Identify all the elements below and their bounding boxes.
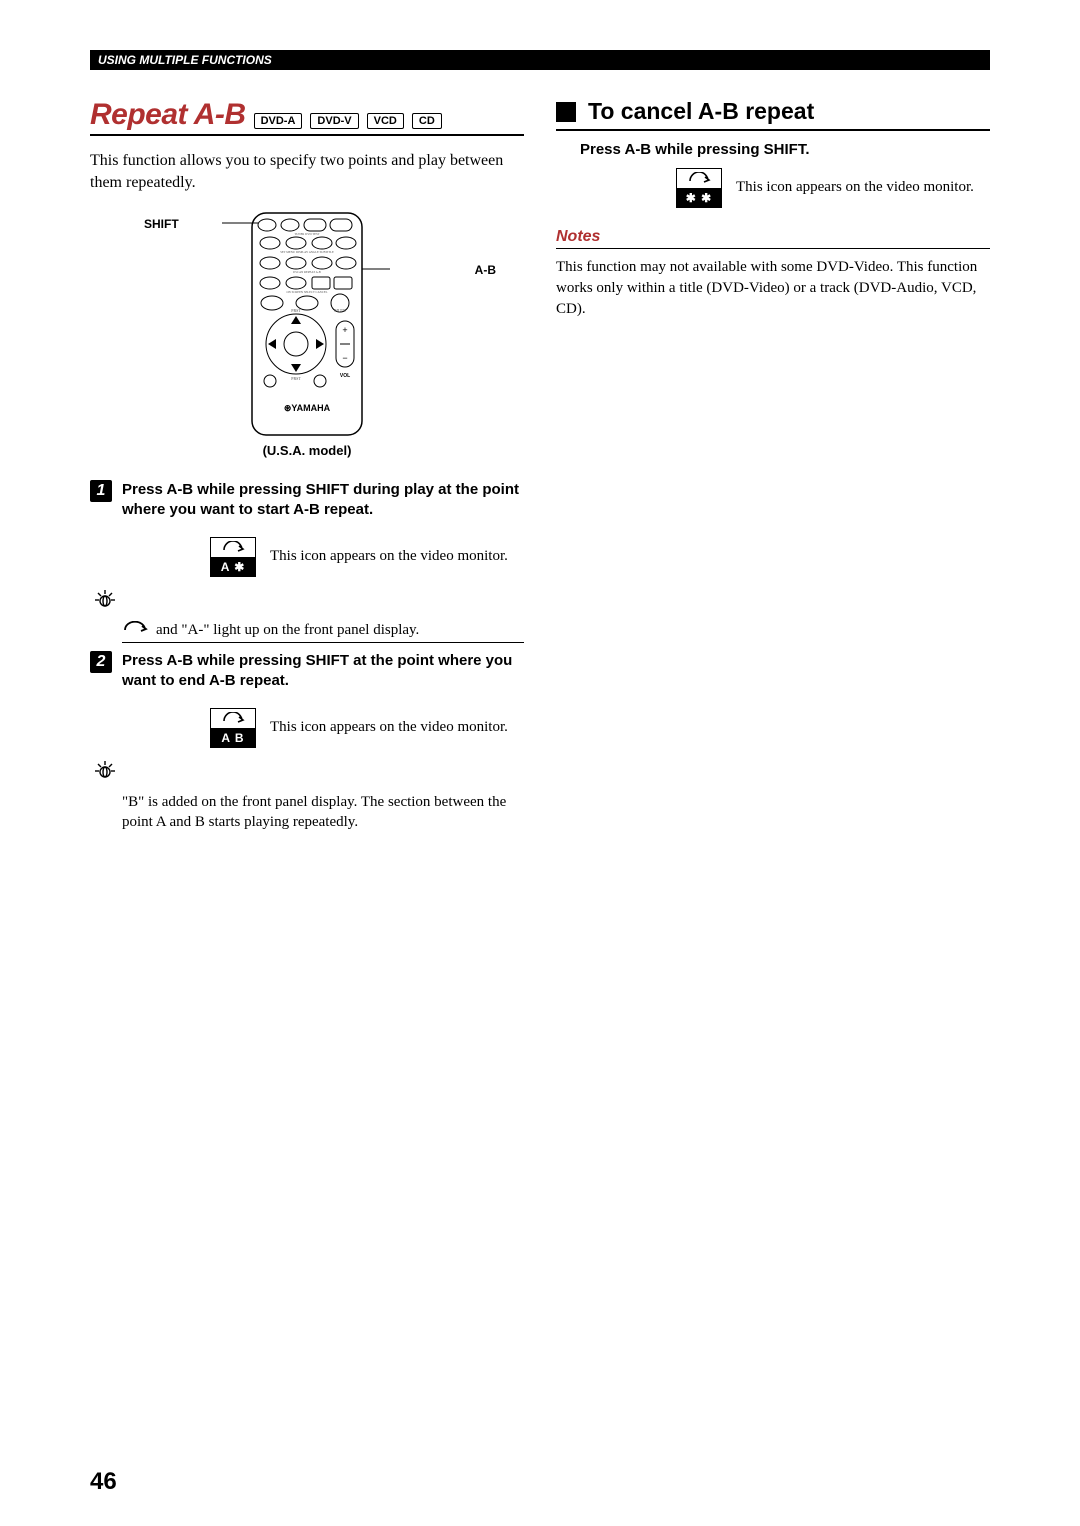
disc-badge-dvdv: DVD-V	[310, 113, 358, 129]
loop-icon	[677, 169, 721, 188]
step-1-head: Press A-B while pressing SHIFT during pl…	[122, 480, 524, 519]
intro-text: This function allows you to specify two …	[90, 150, 524, 193]
cancel-icon-row: ✱ ✱ This icon appears on the video monit…	[676, 168, 990, 208]
ab-icon-a: A ✱	[210, 537, 256, 577]
ab-icon-ab-text: A B	[211, 728, 255, 747]
right-column: To cancel A-B repeat Press A-B while pre…	[556, 98, 990, 849]
cancel-section-head: To cancel A-B repeat	[556, 98, 990, 131]
step-2-head: Press A-B while pressing SHIFT at the po…	[122, 651, 524, 690]
svg-text:+: +	[342, 325, 347, 335]
remote-model-caption: (U.S.A. model)	[90, 443, 524, 458]
disc-badge-vcd: VCD	[367, 113, 404, 129]
svg-text:ON SCREEN SELECT CANCEL: ON SCREEN SELECT CANCEL	[286, 290, 327, 294]
ab-icon-ab: A B	[210, 708, 256, 748]
step-2-icon-row: A B This icon appears on the video monit…	[210, 708, 524, 748]
notes-body: This function may not available with som…	[556, 257, 990, 320]
hint-icon-1	[92, 589, 524, 617]
disc-badge-cd: CD	[412, 113, 442, 129]
svg-text:−: −	[342, 353, 347, 363]
svg-text:SET MENU DISPLAY ANGLE SUBT: SET MENU DISPLAY ANGLE SUBTITLE	[280, 250, 334, 254]
loop-glyph-icon	[122, 621, 148, 640]
remote-shift-label: SHIFT	[144, 217, 179, 231]
step-2-hint-text: "B" is added on the front panel display.…	[122, 792, 524, 833]
section-header-text: USING MULTIPLE FUNCTIONS	[98, 53, 272, 67]
section-header: USING MULTIPLE FUNCTIONS	[90, 50, 990, 70]
cancel-sub-head: Press A-B while pressing SHIFT.	[580, 141, 990, 158]
remote-diagram: SHIFT A-B	[90, 209, 524, 439]
disc-badge-dvda: DVD-A	[254, 113, 303, 129]
content-columns: Repeat A-B DVD-A DVD-V VCD CD This funct…	[90, 98, 990, 849]
svg-text:TUNER DVD TEST: TUNER DVD TEST	[294, 232, 319, 236]
hint-icon-2	[92, 760, 524, 788]
remote-svg: + − VOL ⊛YAMAHA TUNER DVD TEST SET MENU …	[212, 209, 402, 439]
loop-icon	[211, 709, 255, 728]
remote-ab-label: A-B	[475, 263, 496, 277]
step-1-hint-text: and "A-" light up on the front panel dis…	[156, 622, 419, 639]
svg-text:VOL: VOL	[340, 373, 350, 379]
step-number-2: 2	[90, 651, 112, 673]
cancel-section-title: To cancel A-B repeat	[588, 98, 814, 125]
step-1-icon-desc: This icon appears on the video monitor.	[270, 547, 508, 567]
step-number-1: 1	[90, 480, 112, 502]
section-square-icon	[556, 102, 576, 122]
step-2-icon-desc: This icon appears on the video monitor.	[270, 718, 508, 738]
svg-text:P.SCAN REPEAT A-B: P.SCAN REPEAT A-B	[293, 270, 321, 274]
step-2-body: Press A-B while pressing SHIFT at the po…	[122, 651, 524, 700]
step-1-hint-line: and "A-" light up on the front panel dis…	[122, 621, 524, 643]
step-1-icon-row: A ✱ This icon appears on the video monit…	[210, 537, 524, 577]
svg-text:MUTE: MUTE	[334, 308, 346, 313]
svg-text:PRST: PRST	[291, 376, 301, 381]
ab-icon-cancel: ✱ ✱	[676, 168, 722, 208]
svg-text:PRST: PRST	[291, 308, 301, 313]
step-2: 2 Press A-B while pressing SHIFT at the …	[90, 651, 524, 700]
step-1: 1 Press A-B while pressing SHIFT during …	[90, 480, 524, 529]
ab-icon-cancel-text: ✱ ✱	[677, 188, 721, 207]
svg-text:⊛YAMAHA: ⊛YAMAHA	[284, 403, 331, 413]
notes-heading: Notes	[556, 228, 990, 249]
loop-icon	[211, 538, 255, 557]
step-1-body: Press A-B while pressing SHIFT during pl…	[122, 480, 524, 529]
left-column: Repeat A-B DVD-A DVD-V VCD CD This funct…	[90, 98, 524, 849]
feature-title: Repeat A-B	[90, 98, 246, 132]
feature-title-row: Repeat A-B DVD-A DVD-V VCD CD	[90, 98, 524, 136]
cancel-icon-desc: This icon appears on the video monitor.	[736, 178, 974, 198]
ab-icon-a-text: A ✱	[211, 557, 255, 576]
page-number: 46	[90, 1468, 117, 1496]
